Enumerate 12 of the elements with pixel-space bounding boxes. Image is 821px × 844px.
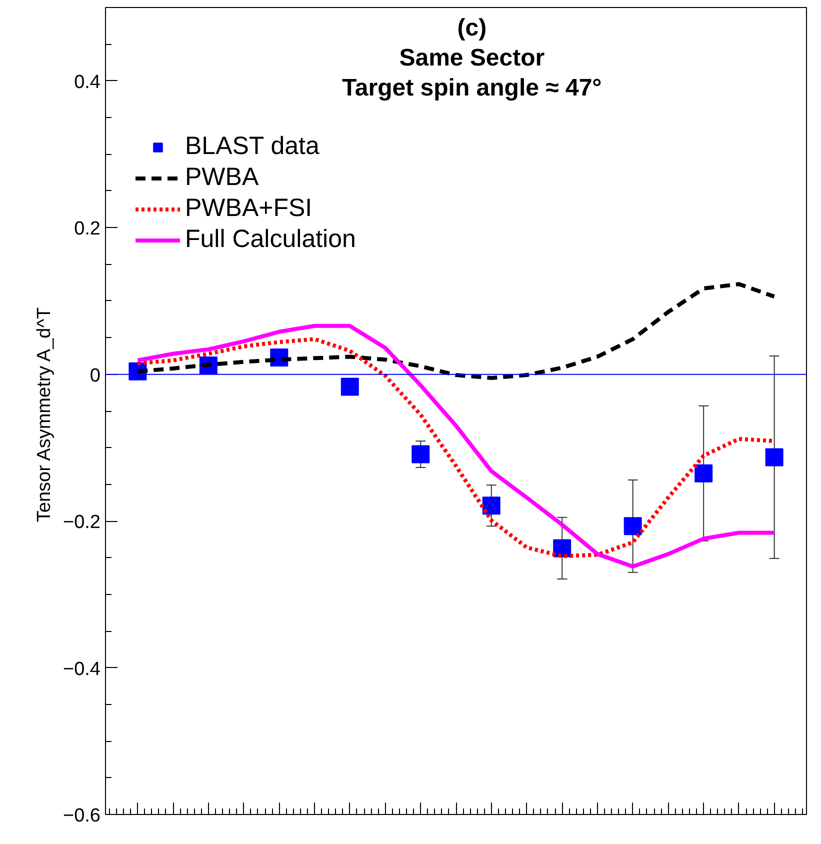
y-tick-label: 0	[90, 365, 101, 386]
y-axis-title: Tensor Asymmetry A_d^T	[34, 306, 55, 522]
y-tick-label: −0.6	[62, 806, 101, 826]
legend-label: PWBA+FSI	[185, 194, 312, 223]
text: (c) Same Sector Target spin angle ≈ 47°	[342, 14, 602, 102]
legend-label: BLAST data	[185, 132, 320, 161]
legend-label: Full Calculation	[185, 225, 356, 254]
y-tick-label: −0.4	[62, 658, 101, 680]
y-tick-label: 0.4	[74, 72, 101, 93]
y-tick-label: −0.2	[62, 512, 101, 534]
y-tick-label: 0.2	[74, 218, 101, 240]
legend-label: PWBA	[185, 163, 259, 192]
